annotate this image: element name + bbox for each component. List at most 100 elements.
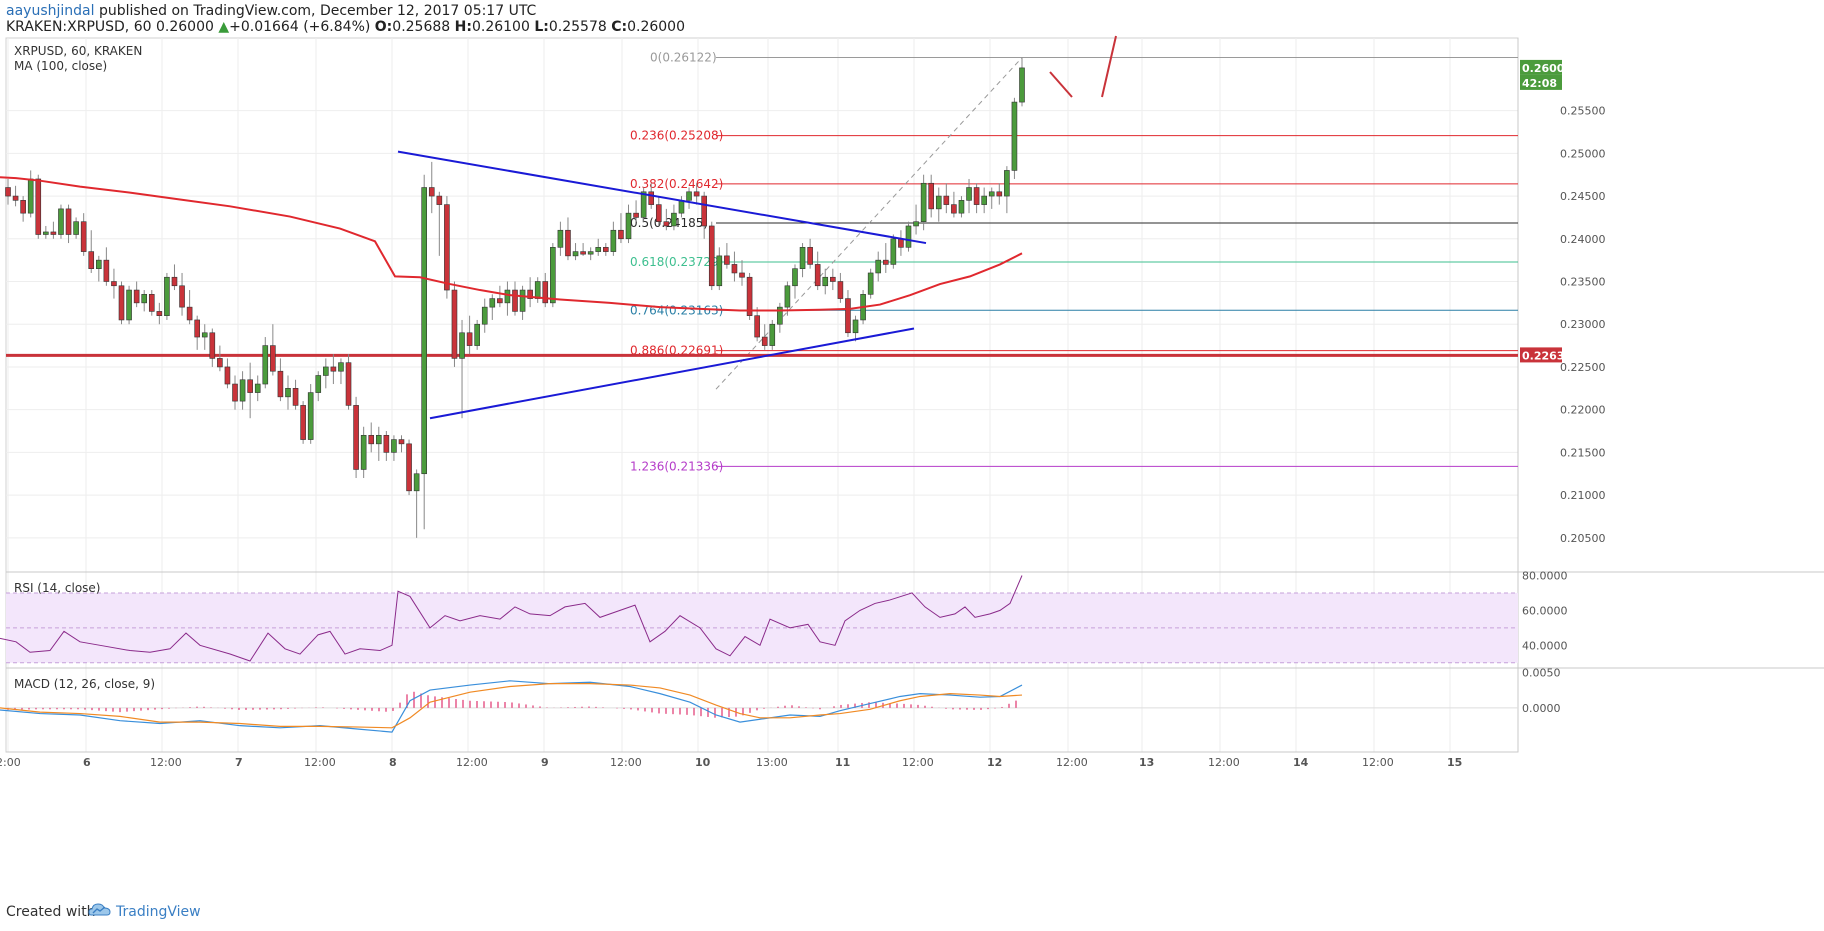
candle xyxy=(27,178,34,214)
candle xyxy=(50,231,57,235)
close-label: C: xyxy=(611,19,628,35)
time-tick: 11 xyxy=(835,756,850,769)
annotation-mark xyxy=(1101,35,1117,98)
candle xyxy=(882,259,889,265)
candle xyxy=(784,285,791,308)
candle xyxy=(80,221,87,252)
candle xyxy=(580,251,586,255)
trendline xyxy=(397,150,927,245)
candle xyxy=(148,294,155,312)
candle xyxy=(754,315,760,338)
candle xyxy=(307,392,314,440)
open-label: O: xyxy=(374,19,393,35)
rsi-line xyxy=(0,575,1023,662)
chart-header: aayushjindal published on TradingView.co… xyxy=(0,0,1824,40)
rsi-title: RSI (14, close) xyxy=(14,581,100,595)
candle xyxy=(73,221,79,235)
last-price: 0.26000 xyxy=(155,19,214,35)
candle xyxy=(663,221,670,227)
time-tick: 12:00 xyxy=(610,756,642,769)
candle xyxy=(171,276,178,287)
candle xyxy=(345,362,352,406)
publish-line: aayushjindal published on TradingView.co… xyxy=(6,3,536,19)
price-tick: 0.23500 xyxy=(1560,276,1606,289)
ma-indicator-label: MA (100, close) xyxy=(14,59,107,73)
candle xyxy=(209,332,216,359)
candle xyxy=(35,178,42,235)
candle xyxy=(360,434,367,470)
candle xyxy=(1004,170,1010,197)
candle xyxy=(489,298,496,308)
candle xyxy=(716,255,723,287)
time-tick: 12:00 xyxy=(150,756,182,769)
candle xyxy=(678,200,685,214)
close-value: 0.26000 xyxy=(627,19,685,35)
candle xyxy=(133,289,140,304)
candle xyxy=(466,332,473,346)
candle xyxy=(739,272,745,278)
tradingview-cloud-icon[interactable] xyxy=(88,901,112,919)
price-tick: 0.25500 xyxy=(1560,105,1606,118)
candle xyxy=(459,332,465,359)
time-tick: 8 xyxy=(389,756,397,769)
candle xyxy=(996,191,1003,197)
macd-title: MACD (12, 26, close, 9) xyxy=(14,677,155,691)
candle xyxy=(595,247,602,252)
candle xyxy=(398,439,405,445)
candle xyxy=(111,281,117,287)
candle xyxy=(572,251,579,257)
up-triangle-icon: ▲ xyxy=(218,19,230,35)
candle xyxy=(315,375,322,393)
symbol-label: KRAKEN:XRPUSD, 60 xyxy=(6,19,152,35)
quote-line: KRAKEN:XRPUSD, 60 0.26000 ▲+0.01664 (+6.… xyxy=(6,19,685,35)
published-text: published on TradingView.com, December 1… xyxy=(98,3,537,19)
candle xyxy=(648,191,655,205)
candle xyxy=(421,187,427,475)
candle xyxy=(761,336,768,346)
time-tick: 12:00 xyxy=(1362,756,1394,769)
candle xyxy=(436,195,443,205)
open-value: 0.25688 xyxy=(392,19,451,35)
price-tick: 0.23000 xyxy=(1560,318,1606,331)
candle xyxy=(20,200,26,214)
chart-footer: Created with TradingView xyxy=(0,890,1824,931)
candle xyxy=(587,251,594,255)
candle xyxy=(550,247,556,304)
candle xyxy=(141,294,148,304)
time-tick: 12:00 xyxy=(456,756,488,769)
fib-level-label: 0(0.26122) xyxy=(650,50,717,64)
candle xyxy=(451,289,458,359)
candle xyxy=(1011,101,1018,171)
candle xyxy=(96,259,102,269)
time-tick: 12:00 xyxy=(902,756,934,769)
time-tick: 15 xyxy=(1447,756,1462,769)
candle xyxy=(905,225,912,248)
candle xyxy=(254,383,261,393)
candle xyxy=(247,379,253,393)
candle xyxy=(867,272,874,295)
created-with-text: Created with xyxy=(6,904,96,920)
candle xyxy=(224,366,231,385)
low-value: 0.25578 xyxy=(548,19,607,35)
author-link[interactable]: aayushjindal xyxy=(6,3,95,19)
price-tick: 0.24500 xyxy=(1560,190,1606,203)
tradingview-brand[interactable]: TradingView xyxy=(116,904,201,920)
candle xyxy=(693,191,700,197)
candle xyxy=(935,195,942,210)
price-tick: 0.25000 xyxy=(1560,147,1606,160)
change-value: +0.01664 (+6.84%) xyxy=(229,19,371,35)
trendline xyxy=(429,327,915,420)
candle xyxy=(217,358,223,368)
price-tick: 0.22500 xyxy=(1560,361,1606,374)
rsi-tick: 60.0000 xyxy=(1522,604,1568,617)
candle xyxy=(201,332,208,338)
candle xyxy=(852,319,859,334)
candle xyxy=(671,212,677,227)
candle xyxy=(686,191,692,201)
candle xyxy=(769,323,776,346)
candle xyxy=(353,405,359,470)
candle xyxy=(973,187,980,205)
candle xyxy=(731,264,738,274)
time-tick: 2:00 xyxy=(0,756,21,769)
